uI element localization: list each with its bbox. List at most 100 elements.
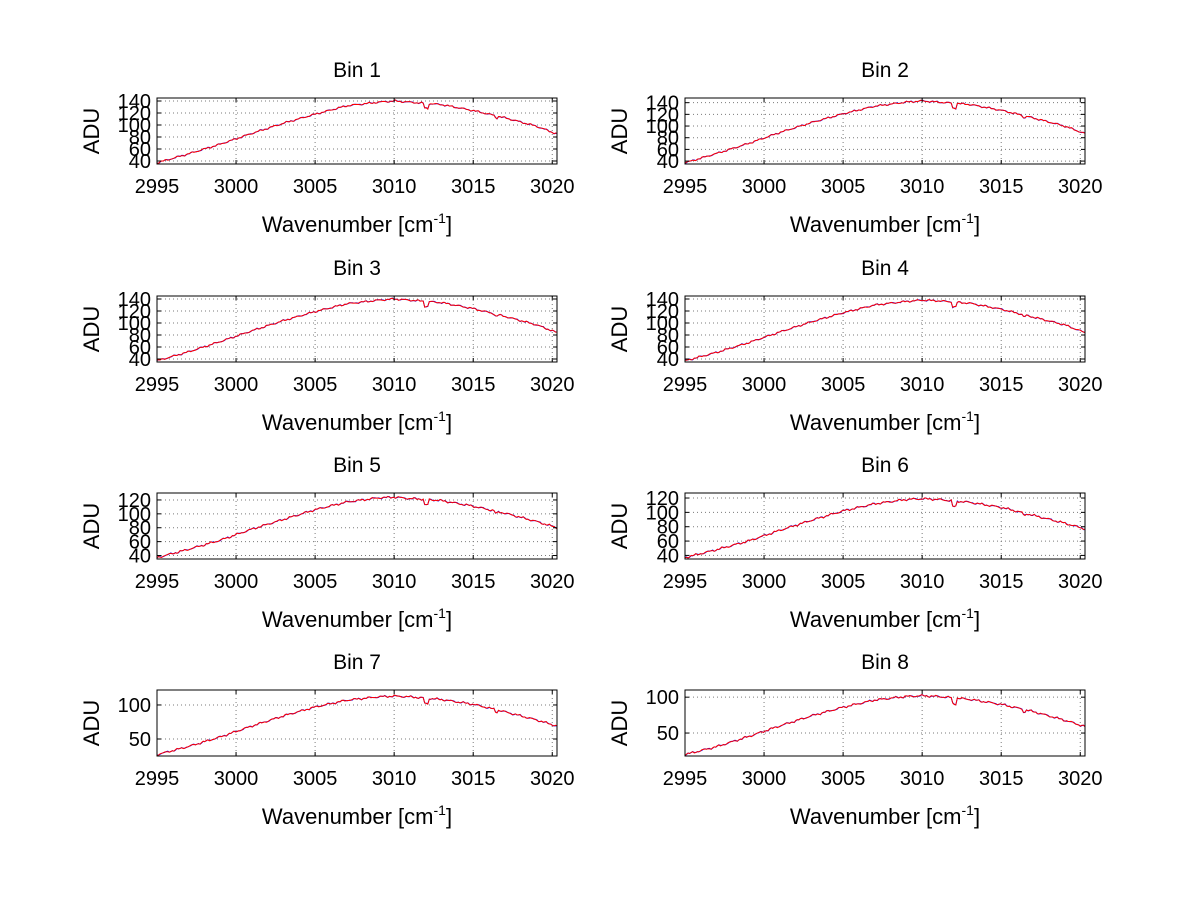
x-axis-label-end: ]	[446, 607, 452, 632]
axes-box	[684, 492, 1086, 560]
y-tick-label: 100	[646, 116, 679, 138]
x-tick-label: 3015	[451, 374, 496, 396]
x-tick-label: 3010	[900, 571, 945, 593]
x-axis-label: Wavenumber [cm-1]	[790, 408, 980, 435]
x-tick-label: 3010	[372, 768, 417, 790]
x-axis-label-sup: -1	[434, 605, 447, 621]
y-tick-label: 80	[657, 128, 679, 150]
y-tick-label: 80	[657, 517, 679, 539]
x-axis-label: Wavenumber [cm-1]	[262, 408, 452, 435]
x-tick-label: 3010	[900, 374, 945, 396]
x-axis-label-end: ]	[974, 804, 980, 829]
x-tick-label: 2995	[663, 571, 708, 593]
y-tick-label: 80	[657, 325, 679, 347]
x-tick-label: 3000	[742, 374, 787, 396]
y-tick-label: 60	[129, 139, 151, 161]
x-axis-label-main: Wavenumber [cm	[262, 607, 434, 632]
series-line-1	[684, 693, 1086, 757]
x-axis-label: Wavenumber [cm-1]	[262, 605, 452, 632]
x-axis-label-end: ]	[974, 607, 980, 632]
y-tick-label: 60	[129, 532, 151, 554]
y-tick-label: 60	[657, 531, 679, 553]
x-tick-label: 3015	[451, 176, 496, 198]
y-tick-label: 140	[118, 91, 151, 113]
y-axis-label: ADU	[79, 108, 104, 154]
x-axis-label-main: Wavenumber [cm	[790, 607, 962, 632]
x-axis-label-main: Wavenumber [cm	[790, 212, 962, 237]
x-tick-label: 2995	[663, 374, 708, 396]
x-axis-label-sup: -1	[962, 605, 975, 621]
x-tick-label: 3020	[1058, 176, 1103, 198]
x-axis-label-main: Wavenumber [cm	[262, 212, 434, 237]
x-tick-label: 3020	[530, 374, 575, 396]
x-tick-label: 2995	[135, 374, 180, 396]
x-tick-label: 3000	[214, 176, 259, 198]
series-line-1	[684, 99, 1086, 164]
y-tick-label: 120	[118, 490, 151, 512]
x-axis-label-main: Wavenumber [cm	[790, 410, 962, 435]
series-line-1	[684, 299, 1086, 361]
y-tick-label: 40	[129, 546, 151, 568]
subplot-bin-8: 2995 3000 3005 3010 3015 3020 50 100 Bin 8 ADU Wav…	[607, 651, 1103, 829]
x-tick-label: 3000	[214, 571, 259, 593]
x-axis-label-end: ]	[446, 804, 452, 829]
x-tick-label: 3005	[821, 571, 866, 593]
y-tick-label: 120	[118, 103, 151, 125]
series-line-1	[156, 297, 558, 361]
y-tick-label: 80	[129, 127, 151, 149]
series-line-2	[684, 299, 1086, 361]
x-tick-label: 3015	[979, 176, 1024, 198]
subplot-title: Bin 5	[333, 454, 381, 477]
x-axis-label-end: ]	[974, 212, 980, 237]
x-axis-label-sup: -1	[434, 210, 447, 226]
y-axis-label: ADU	[607, 503, 632, 549]
y-tick-label: 80	[129, 518, 151, 540]
axes-box	[156, 295, 558, 363]
y-axis-label: ADU	[607, 108, 632, 154]
y-tick-label: 120	[118, 301, 151, 323]
x-tick-label: 3000	[742, 176, 787, 198]
x-tick-label: 3010	[372, 374, 417, 396]
x-tick-label: 2995	[135, 571, 180, 593]
subplot-title: Bin 2	[861, 59, 909, 82]
x-tick-label: 3020	[1058, 768, 1103, 790]
x-tick-label: 3005	[293, 571, 338, 593]
axes-box	[156, 689, 558, 757]
y-tick-label: 120	[646, 104, 679, 126]
x-axis-label-sup: -1	[434, 408, 447, 424]
axes-box	[684, 689, 1086, 757]
y-tick-label: 60	[129, 337, 151, 359]
x-tick-label: 3020	[1058, 374, 1103, 396]
axes-box	[156, 97, 558, 165]
y-tick-label: 80	[129, 325, 151, 347]
y-tick-label: 40	[129, 151, 151, 173]
series-line-1	[156, 495, 558, 558]
series-line-2	[684, 99, 1086, 164]
x-axis-label-main: Wavenumber [cm	[262, 804, 434, 829]
axes-box	[156, 492, 558, 560]
series-line-2	[156, 495, 558, 559]
x-tick-label: 3000	[214, 768, 259, 790]
x-tick-label: 2995	[135, 176, 180, 198]
y-tick-label: 100	[118, 313, 151, 335]
y-axis-label: ADU	[79, 306, 104, 352]
y-axis-label: ADU	[607, 306, 632, 352]
x-axis-label-main: Wavenumber [cm	[262, 410, 434, 435]
x-axis-label: Wavenumber [cm-1]	[262, 210, 452, 237]
series-line-2	[156, 694, 558, 756]
x-tick-label: 3020	[1058, 571, 1103, 593]
x-tick-label: 3015	[979, 571, 1024, 593]
x-tick-label: 3005	[821, 176, 866, 198]
x-axis-label: Wavenumber [cm-1]	[790, 802, 980, 829]
y-tick-label: 100	[646, 502, 679, 524]
x-tick-label: 3020	[530, 768, 575, 790]
y-tick-label: 100	[118, 504, 151, 526]
y-tick-label: 60	[657, 139, 679, 161]
subplot-title: Bin 6	[861, 454, 909, 477]
x-tick-label: 3010	[372, 571, 417, 593]
y-tick-label: 140	[118, 289, 151, 311]
